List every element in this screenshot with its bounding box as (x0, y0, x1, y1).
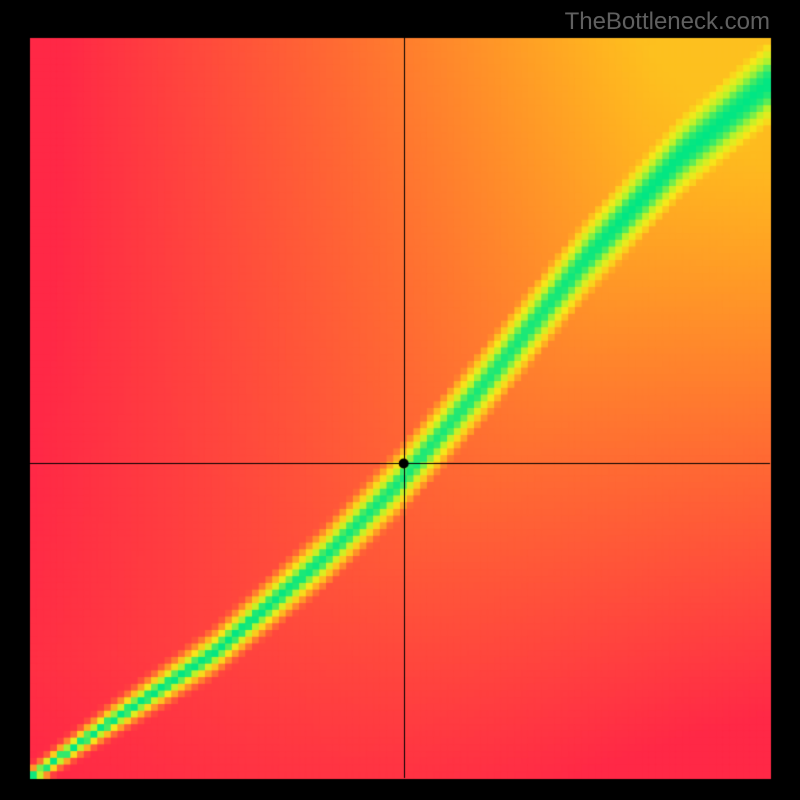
heatmap-canvas (0, 0, 800, 800)
chart-container: TheBottleneck.com (0, 0, 800, 800)
watermark-text: TheBottleneck.com (565, 8, 770, 36)
